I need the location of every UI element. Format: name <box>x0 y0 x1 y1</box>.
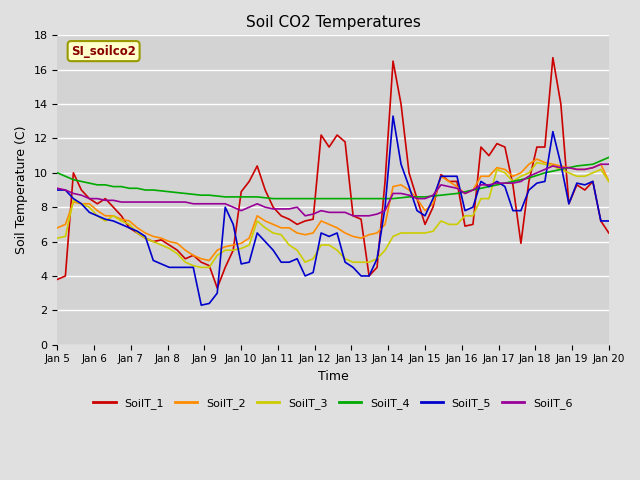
X-axis label: Time: Time <box>317 370 349 383</box>
Legend: SoilT_1, SoilT_2, SoilT_3, SoilT_4, SoilT_5, SoilT_6: SoilT_1, SoilT_2, SoilT_3, SoilT_4, Soil… <box>89 394 577 413</box>
Title: Soil CO2 Temperatures: Soil CO2 Temperatures <box>246 15 420 30</box>
Text: SI_soilco2: SI_soilco2 <box>71 45 136 58</box>
Y-axis label: Soil Temperature (C): Soil Temperature (C) <box>15 126 28 254</box>
